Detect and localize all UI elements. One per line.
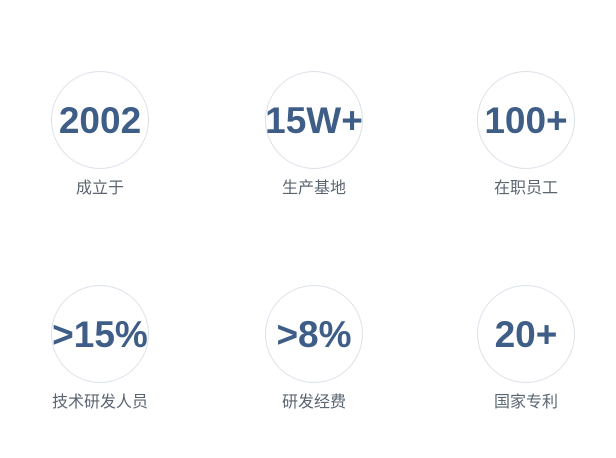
stat-label: 国家专利 <box>493 394 558 411</box>
stat-value: >15% <box>52 313 148 355</box>
stat-value: >8% <box>276 313 352 355</box>
stat-circle: 2002 <box>51 71 149 169</box>
stat-value: 100+ <box>484 99 568 141</box>
stat-circle: >8% <box>265 285 363 383</box>
stat-label: 在职员工 <box>493 180 558 197</box>
stat-label: 生产基地 <box>281 180 346 197</box>
stat-item-production-base: 15W+ 生产基地 <box>239 71 389 197</box>
stat-label: 研发经费 <box>281 394 346 411</box>
stat-value: 2002 <box>58 99 142 141</box>
stat-label: 技术研发人员 <box>51 394 148 411</box>
stat-circle: 20+ <box>477 285 575 383</box>
stat-value: 15W+ <box>265 99 363 141</box>
stat-circle: >15% <box>51 285 149 383</box>
stat-circle: 100+ <box>477 71 575 169</box>
stat-label: 成立于 <box>75 180 124 197</box>
stat-value: 20+ <box>494 313 558 355</box>
stat-circle: 15W+ <box>265 71 363 169</box>
stat-item-rd-budget: >8% 研发经费 <box>239 285 389 411</box>
stat-item-rd-personnel: >15% 技术研发人员 <box>25 285 175 411</box>
stat-item-patents: 20+ 国家专利 <box>451 285 601 411</box>
stat-item-employees: 100+ 在职员工 <box>451 71 601 197</box>
stat-item-founded: 2002 成立于 <box>25 71 175 197</box>
